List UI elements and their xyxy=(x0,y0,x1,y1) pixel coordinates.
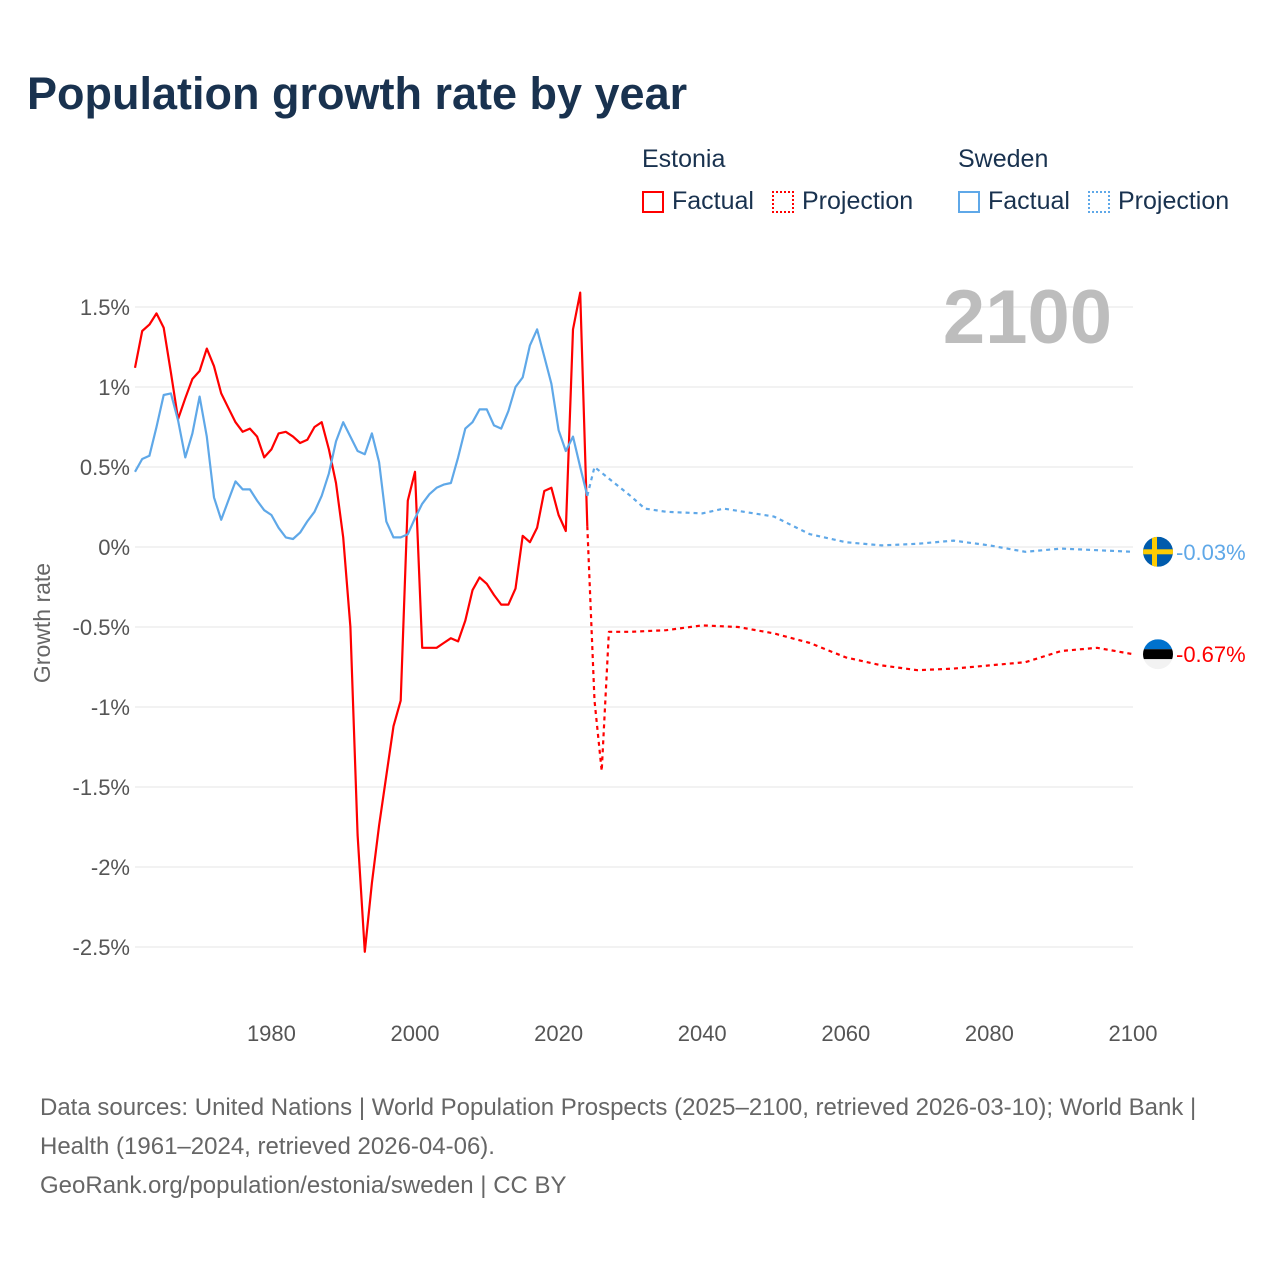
y-tick-label: -0.5% xyxy=(73,615,130,640)
sweden-projection-line xyxy=(586,465,1134,553)
legend-sweden: Sweden Factual Projection xyxy=(958,145,1247,216)
legend-sweden-factual-label: Factual xyxy=(988,187,1070,215)
estonia-factual-line xyxy=(133,291,589,953)
y-tick-label: -1% xyxy=(91,695,130,720)
legend-estonia-projection-swatch xyxy=(771,190,794,213)
estonia-end-label: -0.67% xyxy=(1176,642,1246,667)
footer: Data sources: United Nations | World Pop… xyxy=(40,1088,1240,1205)
estonia-projection-line xyxy=(586,526,1134,773)
estonia-flag-icon xyxy=(1143,639,1173,670)
legend-estonia: Estonia Factual Projection xyxy=(642,145,931,216)
y-tick-label: 1.5% xyxy=(80,295,130,320)
x-tick-label: 2100 xyxy=(1109,1021,1158,1046)
y-tick-label: -2% xyxy=(91,855,130,880)
y-tick-label: 0.5% xyxy=(80,455,130,480)
sweden-factual-line xyxy=(134,328,589,541)
x-tick-label: 2060 xyxy=(821,1021,870,1046)
y-tick-label: 0% xyxy=(98,535,130,560)
legend-estonia-projection-label: Projection xyxy=(801,187,914,215)
legend-estonia-factual-label: Factual xyxy=(672,187,754,215)
legend-sweden-projection-swatch xyxy=(1087,190,1110,213)
source-link[interactable]: GeoRank.org/population/estonia/sweden | … xyxy=(40,1172,567,1199)
legend-estonia-factual-swatch xyxy=(642,190,664,213)
y-axis-label: Growth rate xyxy=(29,563,55,683)
year-display: 2100 xyxy=(943,275,1112,360)
sweden-end-label: -0.03% xyxy=(1176,540,1246,565)
y-tick-label: 1% xyxy=(98,375,130,400)
x-tick-label: 1980 xyxy=(247,1021,296,1046)
chart-title: Population growth rate by year xyxy=(27,68,688,119)
legend-sweden-title: Sweden xyxy=(958,145,1049,173)
y-tick-label: -1.5% xyxy=(73,775,130,800)
x-tick-label: 2020 xyxy=(534,1021,583,1046)
data-sources: Data sources: United Nations | World Pop… xyxy=(40,1094,1197,1160)
x-tick-label: 2000 xyxy=(391,1021,440,1046)
legend-sweden-projection-label: Projection xyxy=(1117,187,1230,215)
y-tick-label: -2.5% xyxy=(73,935,130,960)
legend-sweden-factual-swatch xyxy=(958,190,980,213)
x-tick-label: 2040 xyxy=(678,1021,727,1046)
x-tick-label: 2080 xyxy=(965,1021,1014,1046)
legend-estonia-title: Estonia xyxy=(642,145,726,173)
sweden-flag-icon xyxy=(1143,536,1173,567)
